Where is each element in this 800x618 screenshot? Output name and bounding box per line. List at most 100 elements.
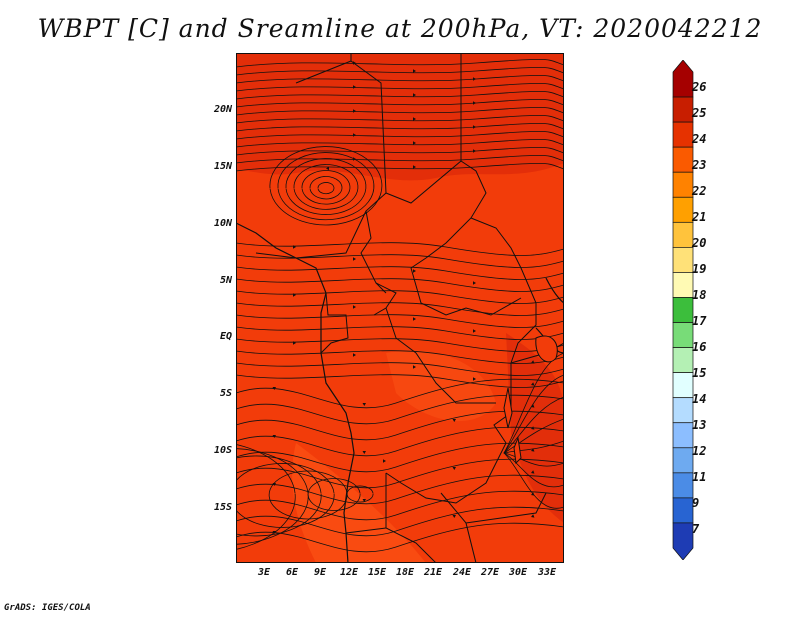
- colorbar-label-22: 22: [692, 184, 707, 198]
- streamline: [236, 290, 564, 304]
- lakes: [503, 335, 558, 465]
- streamline: [285, 158, 367, 215]
- streamline: [236, 115, 564, 124]
- streamline-arrow: [362, 498, 366, 503]
- colorbar-label-24: 24: [692, 132, 707, 146]
- streamline-arrow: [383, 459, 386, 463]
- streamline: [236, 326, 564, 340]
- streamline: [236, 490, 564, 521]
- grads-credit: GrADS: IGES/COLA: [4, 603, 91, 613]
- lon-label-33e: 33E: [537, 567, 557, 578]
- streamline-arrow: [353, 353, 356, 357]
- lat-label-20n: 20N: [213, 104, 232, 115]
- streamline: [236, 455, 322, 537]
- colorbar-segment: [672, 196, 694, 223]
- colorbar-label-11: 11: [692, 470, 707, 484]
- streamline-arrow: [413, 117, 416, 121]
- streamline: [236, 123, 564, 132]
- lat-label-15n: 15N: [213, 161, 232, 172]
- streamline-arrow: [452, 514, 456, 519]
- colorbar-label-20: 20: [692, 236, 707, 250]
- lon-label-3e: 3E: [257, 567, 271, 578]
- streamline: [503, 452, 564, 509]
- streamline: [236, 302, 564, 316]
- streamline: [503, 374, 564, 454]
- lon-label-15e: 15E: [367, 567, 387, 578]
- streamline: [236, 99, 564, 108]
- streamline: [236, 131, 564, 140]
- streamline-arrow: [473, 329, 476, 333]
- streamline: [236, 362, 564, 376]
- colorbar-segment: [672, 447, 694, 474]
- lat-label-10n: 10N: [213, 218, 232, 229]
- streamline: [503, 396, 564, 454]
- streamline: [236, 444, 296, 550]
- streamline: [236, 506, 564, 537]
- streamline-arrow: [413, 317, 416, 321]
- streamline-arrow: [272, 482, 276, 487]
- streamline-arrow: [272, 530, 276, 535]
- streamline-arrow: [353, 109, 356, 113]
- colorbar-segment: [672, 472, 694, 499]
- colorbar-label-9: 9: [692, 496, 700, 510]
- streamline-arrow: [293, 293, 296, 297]
- colorbar-segment: [672, 146, 694, 173]
- streamline-arrow: [473, 125, 476, 129]
- colorbar-label-18: 18: [692, 288, 707, 302]
- streamline-arrows: [272, 61, 535, 535]
- streamline-arrow: [531, 404, 535, 408]
- lon-label-6e: 6E: [285, 567, 299, 578]
- colorbar-label-7: 7: [692, 522, 700, 536]
- lon-label-24e: 24E: [452, 567, 472, 578]
- colorbar-segment: [672, 96, 694, 123]
- colorbar-label-16: 16: [692, 340, 707, 354]
- streamline-arrow: [473, 281, 476, 285]
- lon-label-12e: 12E: [339, 567, 359, 578]
- colorbar-segment: [672, 322, 694, 348]
- streamline-arrow: [413, 93, 416, 97]
- colorbar-segment: [672, 372, 694, 399]
- streamline: [236, 474, 564, 505]
- colorbar-label-26: 26: [692, 80, 707, 94]
- streamline-arrow: [473, 149, 476, 153]
- lon-label-9e: 9E: [313, 567, 327, 578]
- colorbar-label-25: 25: [692, 106, 707, 120]
- streamline-arrow: [531, 492, 535, 496]
- streamline-arrow: [293, 341, 296, 345]
- colorbar-label-17: 17: [692, 314, 707, 328]
- colorbar-label-14: 14: [692, 392, 707, 406]
- streamline: [503, 418, 564, 454]
- colorbar-segment: [672, 422, 694, 449]
- streamline-arrow: [413, 141, 416, 145]
- streamline-arrow: [353, 133, 356, 137]
- streamline-arrow: [353, 85, 356, 89]
- colorbar-label-19: 19: [692, 262, 707, 276]
- colorbar-segment: [672, 121, 694, 148]
- streamline-arrow: [362, 450, 366, 455]
- colorbar-segment: [672, 497, 694, 524]
- colorbar-segment: [672, 397, 694, 424]
- colorbar-label-15: 15: [692, 366, 707, 380]
- streamline-arrow: [473, 77, 476, 81]
- streamline: [236, 266, 564, 280]
- streamline: [236, 163, 564, 172]
- colorbar-label-21: 21: [692, 210, 707, 224]
- streamline: [236, 338, 564, 352]
- streamline-arrow: [293, 245, 296, 249]
- streamline: [236, 254, 564, 268]
- streamline: [269, 146, 383, 226]
- colorbar: [672, 60, 694, 560]
- streamline: [236, 458, 564, 489]
- streamline: [277, 152, 375, 221]
- streamline: [236, 147, 564, 156]
- streamline: [236, 448, 309, 545]
- streamline: [236, 463, 335, 528]
- streamline-arrow: [473, 101, 476, 105]
- streamline-arrow: [531, 426, 535, 430]
- streamline-arrow: [413, 269, 416, 273]
- streamline-arrow: [531, 382, 535, 386]
- lon-label-18e: 18E: [395, 567, 415, 578]
- streamline-arrow: [362, 402, 366, 407]
- colorbar-label-23: 23: [692, 158, 707, 172]
- streamline-arrow: [272, 434, 276, 439]
